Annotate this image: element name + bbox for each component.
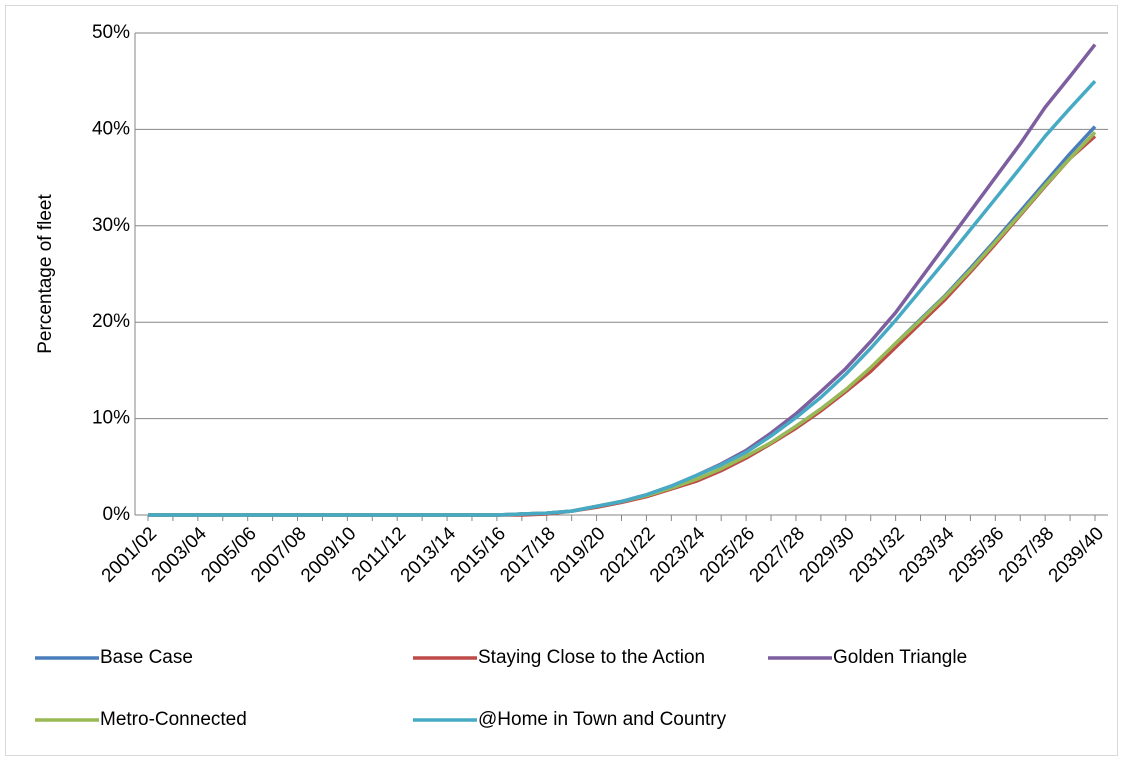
chart-frame	[5, 5, 1118, 756]
y-tick-label: 40%	[92, 118, 130, 139]
legend-label: @Home in Town and Country	[478, 709, 727, 730]
legend-label: Golden Triangle	[833, 647, 967, 668]
series-line	[148, 80, 1097, 517]
legend-label: Staying Close to the Action	[478, 647, 705, 668]
y-tick-label: 0%	[103, 504, 131, 525]
y-tick-label: 10%	[92, 408, 130, 429]
y-tick-label: 30%	[92, 215, 130, 236]
y-tick-label: 20%	[92, 311, 130, 332]
y-axis-title: Percentage of fleet	[35, 194, 56, 354]
legend-label: Base Case	[100, 647, 193, 668]
legend-label: Metro-Connected	[100, 709, 247, 730]
y-tick-label: 50%	[92, 22, 130, 43]
